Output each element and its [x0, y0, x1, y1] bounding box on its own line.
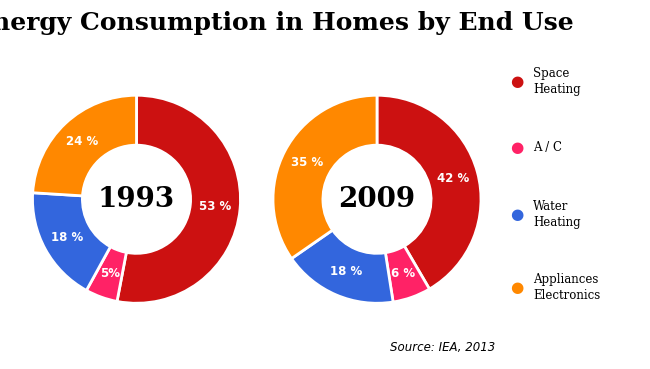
Text: 42 %: 42 %	[437, 172, 469, 185]
Text: ●: ●	[510, 74, 523, 89]
Text: Source: IEA, 2013: Source: IEA, 2013	[390, 341, 495, 354]
Text: Energy Consumption in Homes by End Use: Energy Consumption in Homes by End Use	[0, 11, 573, 35]
Text: ●: ●	[510, 280, 523, 295]
Wedge shape	[377, 95, 481, 289]
Wedge shape	[292, 230, 393, 303]
Text: 53 %: 53 %	[199, 200, 231, 213]
Text: ●: ●	[510, 207, 523, 221]
Text: 35 %: 35 %	[291, 156, 323, 169]
Text: ●: ●	[510, 140, 523, 155]
Text: 24 %: 24 %	[66, 135, 99, 148]
Text: Water
Heating: Water Heating	[533, 200, 580, 228]
Text: Appliances
Electronics: Appliances Electronics	[533, 273, 600, 302]
Text: 18 %: 18 %	[51, 231, 83, 244]
Circle shape	[83, 145, 190, 254]
Wedge shape	[32, 193, 110, 290]
Wedge shape	[117, 95, 240, 303]
Text: 5%: 5%	[99, 267, 120, 280]
Text: Space
Heating: Space Heating	[533, 67, 580, 96]
Wedge shape	[86, 246, 126, 301]
Text: 6 %: 6 %	[391, 267, 415, 280]
Text: 2009: 2009	[339, 186, 415, 213]
Text: 1993: 1993	[98, 186, 175, 213]
Circle shape	[323, 145, 431, 254]
Wedge shape	[32, 95, 136, 196]
Text: A / C: A / C	[533, 141, 562, 154]
Text: 18 %: 18 %	[330, 265, 362, 279]
Wedge shape	[385, 246, 430, 302]
Wedge shape	[273, 95, 377, 259]
